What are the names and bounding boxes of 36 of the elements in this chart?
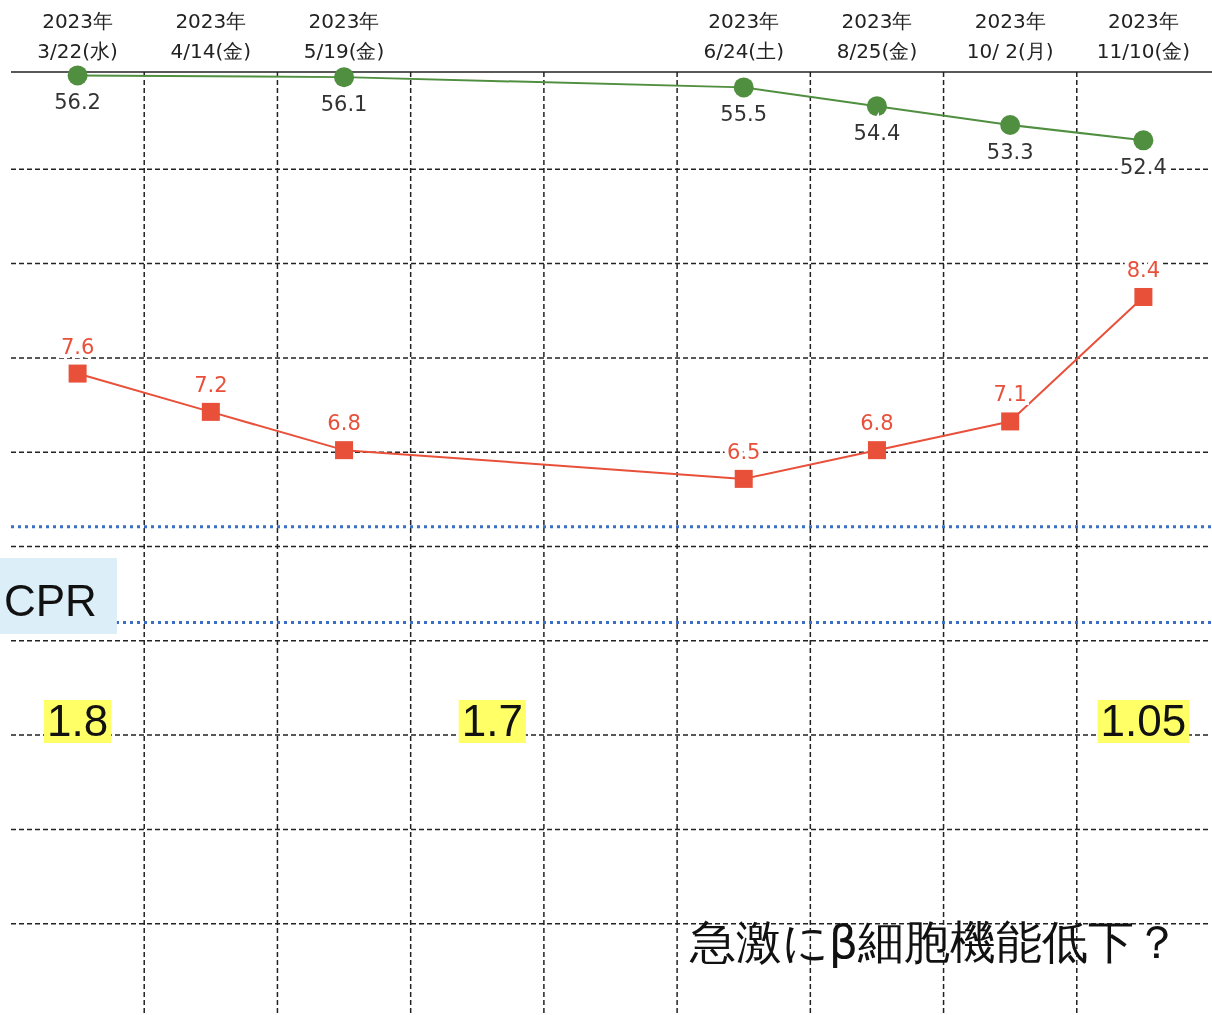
annotation: 1.05 xyxy=(1100,696,1187,745)
annotation: 1.8 xyxy=(47,696,109,745)
point xyxy=(201,402,220,421)
data-label: 7.6 xyxy=(60,334,95,359)
data-label: 6.8 xyxy=(327,411,361,436)
data-label: 53.3 xyxy=(986,139,1034,164)
x-tick-label: 2023年 5/19(金) xyxy=(303,9,385,63)
point xyxy=(733,77,754,98)
data-label: 55.5 xyxy=(720,102,768,127)
x-tick-label: 2023年 10/ 2(月) xyxy=(966,9,1054,63)
x-tick-label: 2023年 3/22(水) xyxy=(37,9,118,63)
data-label: 6.8 xyxy=(860,411,894,436)
point xyxy=(1134,287,1153,306)
point xyxy=(67,65,88,86)
point xyxy=(335,441,354,460)
point xyxy=(1133,130,1154,151)
annotation: CPR xyxy=(4,576,97,625)
point xyxy=(867,441,886,460)
data-label: 7.1 xyxy=(993,382,1027,407)
data-label: 56.2 xyxy=(54,90,101,115)
data-label: 54.4 xyxy=(853,121,901,146)
data-label: 56.1 xyxy=(320,92,368,117)
x-tick-label: 2023年 11/10(金) xyxy=(1096,9,1191,63)
annotation: 急激にβ細胞機能低下？ xyxy=(688,915,1180,969)
annotation: 1.7 xyxy=(461,696,523,745)
data-label: 7.2 xyxy=(194,372,228,397)
point xyxy=(734,469,753,488)
point xyxy=(866,96,887,117)
x-tick-label: 2023年 6/24(土) xyxy=(703,9,784,63)
point xyxy=(1001,412,1020,431)
point xyxy=(68,364,87,383)
point xyxy=(334,67,355,88)
data-label: 8.4 xyxy=(1126,257,1161,282)
point xyxy=(1000,114,1021,135)
x-tick-label: 2023年 4/14(金) xyxy=(170,9,252,63)
x-tick-label: 2023年 8/25(金) xyxy=(836,9,918,63)
